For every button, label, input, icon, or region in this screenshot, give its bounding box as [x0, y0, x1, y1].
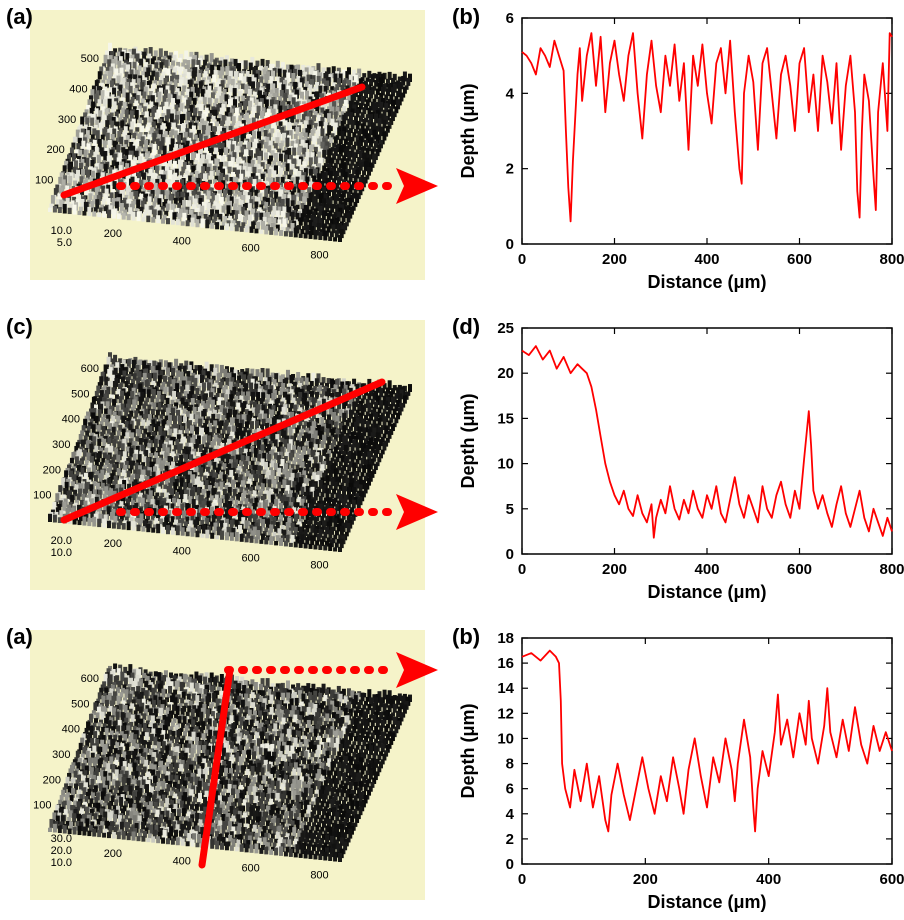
lineplot-panel: (b)02004006008000246Distance (μm)Depth (…: [450, 0, 904, 300]
svg-text:4: 4: [506, 85, 515, 102]
line-plot: 02004006008000246Distance (μm)Depth (μm): [450, 0, 904, 300]
profile-arrow: [0, 0, 470, 300]
svg-text:600: 600: [787, 251, 812, 268]
line-plot: 0200400600024681012141618Distance (μm)De…: [450, 620, 904, 920]
profile-arrow: [0, 620, 470, 920]
svg-text:6: 6: [506, 10, 514, 27]
lineplot-panel: (b)0200400600024681012141618Distance (μm…: [450, 620, 904, 920]
svg-text:0: 0: [518, 251, 526, 268]
line-plot: 02004006008000510152025Distance (μm)Dept…: [450, 310, 904, 610]
svg-text:200: 200: [602, 251, 627, 268]
svg-text:400: 400: [694, 251, 719, 268]
profile-arrow: [0, 310, 470, 610]
svg-text:800: 800: [879, 251, 904, 268]
svg-text:0: 0: [506, 236, 514, 253]
svg-text:Distance (μm): Distance (μm): [647, 272, 766, 292]
svg-text:2: 2: [506, 161, 514, 178]
lineplot-panel: (d)02004006008000510152025Distance (μm)D…: [450, 310, 904, 610]
